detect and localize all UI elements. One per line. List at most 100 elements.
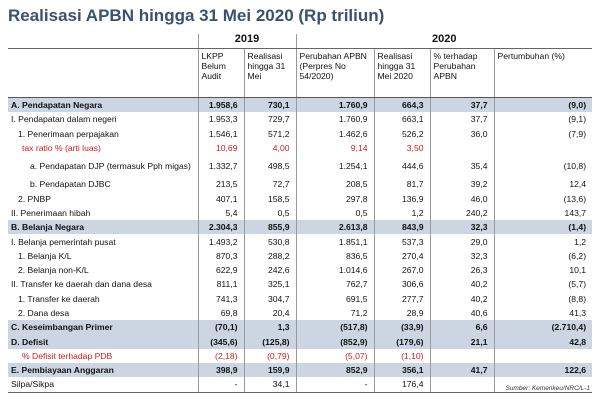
cell: 664,3 [373, 97, 431, 113]
cell: (2.710,4) [493, 320, 593, 335]
table-row: tax ratio % (arti luas) 10,69 4,00 9,14 3,50 [8, 140, 593, 156]
row-label: C. Keseimbangan Primer [8, 320, 198, 335]
cell: 444,6 [373, 155, 431, 178]
cell: 36,0 [429, 126, 495, 141]
empty-cell [493, 348, 593, 364]
cell: 325,1 [243, 277, 297, 292]
cell: 34,1 [243, 377, 297, 393]
table-row: D. Defisit (345,6) (125,8) (852,9) (179,6) 21… [8, 334, 593, 349]
empty-cell [493, 377, 593, 393]
column-header: LKPP Belum Audit [197, 48, 244, 98]
cell: (179,6) [373, 334, 431, 349]
cell: 28,9 [373, 305, 431, 321]
cell: 6,6 [429, 320, 495, 335]
table-row: E. Pembiayaan Anggaran 398,9 159,9 852,9 356… [8, 363, 593, 378]
row-label: b. Pendapatan DJBC [30, 179, 111, 190]
cell: 136,9 [373, 191, 431, 206]
cell: (70,1) [197, 320, 244, 335]
cell: 10,1 [493, 262, 593, 278]
cell: 2.304,3 [197, 220, 244, 235]
table-row: % Defisit terhadap PDB (2,18) (0,79) (5,07)… [8, 348, 593, 364]
table-row: 1. Belanja K/L 870,3 288,2 836,5 270,4 32,3 (6… [8, 248, 593, 263]
cell: (7,9) [493, 126, 593, 141]
row-label: tax ratio % (arti luas) [22, 143, 101, 154]
table-row: A. Pendapatan Negara 1.958,6 730,1 1.760,9 6… [8, 97, 593, 113]
cell: (8,8) [493, 291, 593, 306]
cell: 176,4 [373, 377, 431, 393]
table-row: 2. PNBP 407,1 158,5 297,8 136,9 46,0 (13,6) [8, 191, 593, 206]
cell: 843,9 [373, 220, 431, 235]
cell: 1.254,1 [295, 155, 375, 178]
row-label: 2. PNBP [18, 193, 51, 204]
cell: (2,18) [197, 348, 244, 364]
cell: 1,2 [493, 234, 593, 249]
row-label: II. Transfer ke daerah dan dana desa [11, 279, 152, 290]
cell: 32,3 [429, 220, 495, 235]
cell: - [197, 377, 244, 393]
table-row: 1. Penerimaan perpajakan 1.546,1 571,2 1.46… [8, 126, 593, 141]
cell: 1.493,2 [197, 234, 244, 249]
table-row: a. Pendapatan DJP (termasuk Pph migas) 1.… [8, 155, 593, 178]
row-label: % Defisit terhadap PDB [22, 350, 113, 361]
cell: 1.851,1 [295, 234, 375, 249]
cell: 762,7 [295, 277, 375, 292]
title: Realisasi APBN hingga 31 Mei 2020 (Rp tr… [8, 6, 385, 25]
cell: 398,9 [197, 363, 244, 378]
cell: 836,5 [295, 248, 375, 263]
row-label: Silpa/Sikpa [8, 377, 198, 393]
cell: 69,8 [197, 305, 244, 321]
cell: 811,1 [197, 277, 244, 292]
cell: 213,5 [197, 177, 244, 192]
cell: 41,3 [493, 305, 593, 321]
empty-cell [429, 348, 495, 364]
row-label: I. Pendapatan dalam negeri [11, 114, 117, 125]
table-row: II. Transfer ke daerah dan dana desa 811,… [8, 277, 593, 292]
cell: 356,1 [373, 363, 431, 378]
cell: 1.958,6 [197, 97, 244, 113]
cell: 2.613,8 [295, 220, 375, 235]
empty-cell [493, 140, 593, 156]
table-body: A. Pendapatan Negara 1.958,6 730,1 1.760,9 6… [8, 97, 593, 393]
cell: 729,7 [243, 112, 297, 127]
cell: (125,8) [243, 334, 297, 349]
cell: (345,6) [197, 334, 244, 349]
row-label: A. Pendapatan Negara [8, 97, 198, 113]
source: Sumber: Kemenkeu/NRC/L-1 [505, 385, 590, 392]
cell: 81,7 [373, 177, 431, 192]
cell: 39,2 [429, 177, 495, 192]
cell: 9,14 [295, 140, 375, 156]
cell: 498,5 [243, 155, 297, 178]
cell: 72,7 [243, 177, 297, 192]
cell: 29,0 [429, 234, 495, 249]
cell: 71,2 [295, 305, 375, 321]
cell: 526,2 [373, 126, 431, 141]
cell: 1.332,7 [197, 155, 244, 178]
cell: 1,2 [373, 205, 431, 221]
cell: 26,3 [429, 262, 495, 278]
cell: 267,0 [373, 262, 431, 278]
table-row: 1. Transfer ke daerah 741,3 304,7 691,5 277,… [8, 291, 593, 306]
cell: 1.014,6 [295, 262, 375, 278]
cell: 12,4 [493, 177, 593, 192]
cell: 242,6 [243, 262, 297, 278]
cell: 691,5 [295, 291, 375, 306]
column-header-row: LKPP Belum Audit Realisasi hingga 31 Mei P… [8, 48, 593, 98]
cell: (5,07) [295, 348, 375, 364]
group-header: 2019 [197, 34, 297, 49]
cell: 741,3 [197, 291, 244, 306]
cell: - [295, 377, 375, 393]
cell: 622,9 [197, 262, 244, 278]
cell: (852,9) [295, 334, 375, 349]
table-row: II. Penerimaan hibah 5,4 0,5 0,5 1,2 240,2 143… [8, 205, 593, 221]
table-row: 2. Dana desa 69,8 20,4 71,2 28,9 40,6 41,3 [8, 305, 593, 321]
cell: 0,5 [295, 205, 375, 221]
row-label: D. Defisit [8, 334, 198, 349]
cell: 855,9 [243, 220, 297, 235]
data-table: 2019 2020 LKPP Belum Audit Realisasi hing… [8, 34, 593, 393]
cell: (1,10) [373, 348, 431, 364]
empty-cell [429, 140, 495, 156]
empty-cell [429, 377, 495, 393]
cell: 20,4 [243, 305, 297, 321]
table-row: 2. Belanja non-K/L 622,9 242,6 1.014,6 267,0… [8, 262, 593, 278]
cell: 240,2 [429, 205, 495, 221]
